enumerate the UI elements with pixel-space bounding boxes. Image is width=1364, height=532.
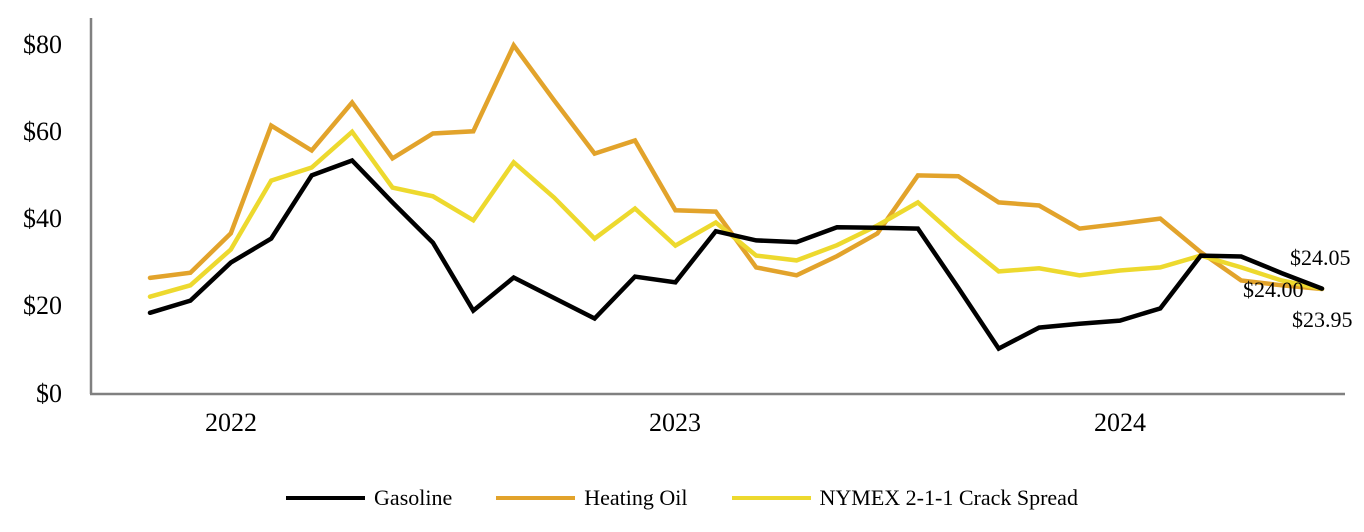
series-group: [147, 41, 1325, 352]
legend-item-crack-spread: NYMEX 2-1-1 Crack Spread: [731, 485, 1078, 510]
legend-label-crack-spread: NYMEX 2-1-1 Crack Spread: [819, 485, 1078, 510]
legend-item-heating-oil: Heating Oil: [496, 485, 688, 510]
y-tick-20: $20: [23, 291, 62, 321]
series-line-nymex-2-1-1-crack-spread: [147, 128, 1325, 299]
gasoline-line-swatch: [286, 496, 366, 500]
y-tick-0: $0: [36, 378, 62, 408]
series-line-heating-oil: [147, 41, 1325, 292]
legend-item-gasoline: Gasoline: [286, 487, 452, 509]
legend-label-gasoline: Gasoline: [374, 485, 453, 510]
x-axis-year-2023: 2023: [649, 408, 701, 437]
crack-spread-line-swatch: [731, 496, 811, 500]
legend: Gasoline Heating Oil NYMEX 2-1-1 Crack S…: [0, 478, 1364, 518]
heating-oil-line-swatch: [496, 496, 576, 500]
legend-label-heating-oil: Heating Oil: [584, 485, 688, 510]
end-label-gasoline: $24.05: [1290, 245, 1351, 270]
x-axis-year-2022: 2022: [205, 408, 257, 437]
y-tick-60: $60: [23, 116, 62, 146]
y-tick-40: $40: [23, 204, 62, 233]
x-axis-year-2024: 2024: [1094, 408, 1146, 437]
y-tick-80: $80: [23, 29, 62, 59]
end-label-heating-oil: $23.95: [1292, 307, 1353, 332]
series-line-gasoline: [147, 157, 1325, 352]
end-label-crack-spread: $24.00: [1243, 277, 1304, 302]
